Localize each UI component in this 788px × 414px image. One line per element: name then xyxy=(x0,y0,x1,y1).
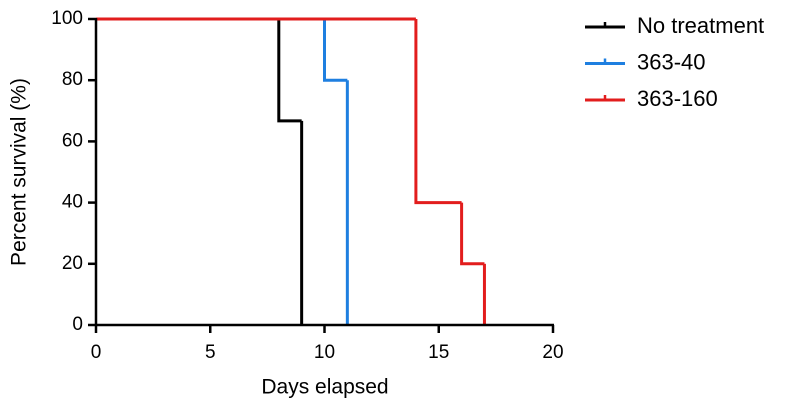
legend-label: 363-160 xyxy=(637,86,718,111)
y-axis-title: Percent survival (%) xyxy=(8,78,31,266)
y-tick-label: 60 xyxy=(62,130,83,151)
survival-step xyxy=(277,19,302,123)
survival-step xyxy=(323,19,348,82)
y-tick-label: 100 xyxy=(51,8,83,29)
y-tick-label: 80 xyxy=(62,69,83,90)
y-tick-label: 0 xyxy=(72,314,83,335)
x-tick-label: 0 xyxy=(91,342,102,363)
survival-step xyxy=(414,19,462,205)
y-tick-label: 40 xyxy=(62,192,83,213)
x-tick-label: 10 xyxy=(314,342,335,363)
x-tick-label: 20 xyxy=(542,342,563,363)
legend-label: 363-40 xyxy=(637,49,706,74)
survival-step xyxy=(460,202,485,266)
y-tick-label: 20 xyxy=(62,253,83,274)
x-axis-title: Days elapsed xyxy=(261,376,388,399)
x-tick-label: 15 xyxy=(428,342,449,363)
x-tick-label: 5 xyxy=(205,342,216,363)
legend-label: No treatment xyxy=(637,13,764,38)
